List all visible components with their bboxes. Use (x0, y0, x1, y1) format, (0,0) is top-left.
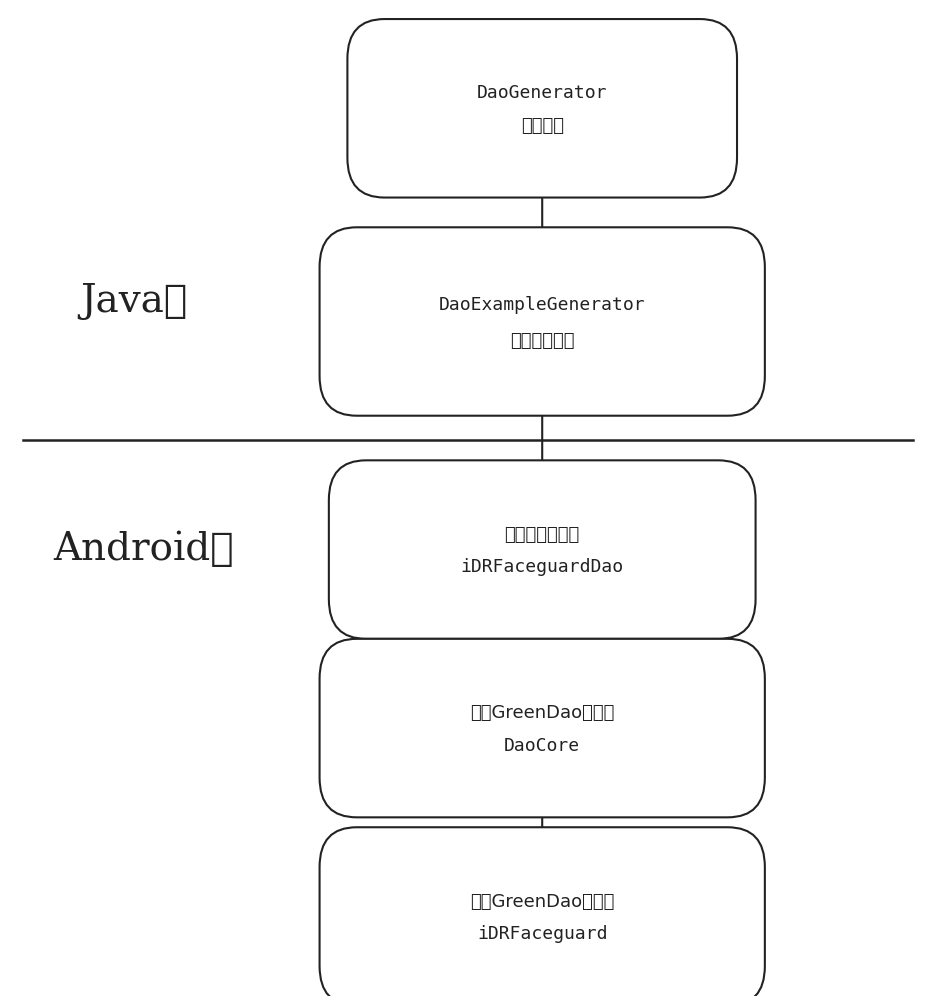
Text: 编译GreenDao核心库: 编译GreenDao核心库 (470, 704, 614, 722)
Text: Android：: Android： (53, 531, 234, 568)
Text: Java：: Java： (80, 283, 187, 320)
Text: DaoGenerator: DaoGenerator (477, 84, 607, 102)
Text: 自动生成的代码: 自动生成的代码 (505, 526, 579, 544)
FancyBboxPatch shape (319, 227, 765, 416)
Text: DaoExampleGenerator: DaoExampleGenerator (439, 296, 646, 314)
Text: 扩展模板: 扩展模板 (520, 117, 563, 135)
Text: DaoCore: DaoCore (505, 737, 580, 755)
FancyBboxPatch shape (319, 827, 765, 1000)
Text: iDRFaceguardDao: iDRFaceguardDao (461, 558, 623, 576)
FancyBboxPatch shape (319, 639, 765, 817)
Text: iDRFaceguard: iDRFaceguard (477, 925, 607, 943)
FancyBboxPatch shape (329, 460, 755, 639)
Text: 自动生成代码: 自动生成代码 (510, 332, 575, 350)
FancyBboxPatch shape (347, 19, 737, 198)
Text: 使用GreenDao的应用: 使用GreenDao的应用 (470, 893, 614, 911)
